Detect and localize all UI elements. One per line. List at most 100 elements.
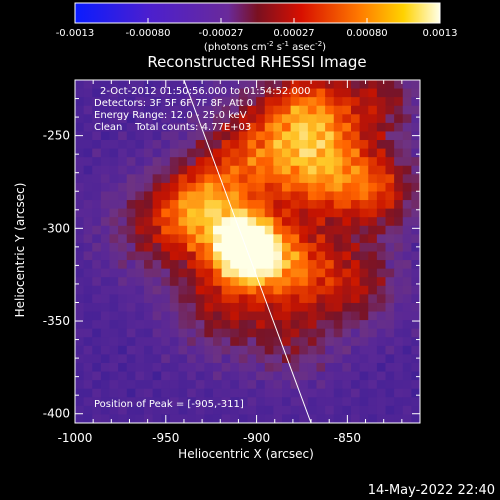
heatmap-cell (169, 311, 180, 321)
heatmap-cell (126, 320, 136, 330)
heatmap-cell (316, 165, 326, 175)
heatmap-cell (221, 208, 231, 218)
heatmap-cell (126, 131, 136, 141)
heatmap-cell (376, 320, 387, 330)
heatmap-cell (126, 105, 136, 115)
heatmap-cell (299, 191, 309, 201)
heatmap-cell (152, 80, 162, 90)
heatmap-cell (376, 414, 387, 423)
heatmap-cell (83, 242, 93, 253)
heatmap-cell (238, 405, 249, 416)
heatmap-cell (256, 97, 266, 107)
heatmap-cell (394, 251, 404, 261)
heatmap-cell (256, 217, 266, 227)
heatmap-cell (221, 397, 231, 407)
x-tick-label: -1000 (58, 431, 93, 445)
heatmap-cell (264, 114, 274, 124)
heatmap-cell (204, 157, 214, 167)
heatmap-cell (100, 345, 111, 355)
heatmap-cell (299, 414, 309, 423)
heatmap-cell (411, 80, 420, 90)
heatmap-cell (368, 405, 378, 416)
heatmap-cell (264, 354, 274, 364)
heatmap-cell (342, 320, 352, 330)
heatmap-cell (213, 285, 223, 295)
heatmap-cell (411, 148, 420, 158)
heatmap-cell (282, 208, 292, 218)
heatmap-cell (351, 242, 361, 253)
heatmap-cell (290, 362, 300, 373)
heatmap-cell (118, 131, 128, 141)
heatmap-cell (402, 131, 412, 141)
heatmap-cell (394, 80, 404, 90)
heatmap-cell (273, 148, 283, 158)
heatmap-cell (152, 165, 162, 175)
heatmap-cell (213, 148, 223, 158)
heatmap-cell (256, 148, 266, 158)
heatmap-cell (195, 182, 205, 193)
heatmap-cell (144, 251, 154, 261)
heatmap-cell (230, 88, 240, 98)
heatmap-cell (135, 260, 145, 270)
heatmap-cell (394, 122, 404, 133)
heatmap-cell (195, 208, 205, 218)
heatmap-cell (144, 388, 154, 398)
heatmap-cell (144, 320, 154, 330)
heatmap-cell (152, 114, 162, 124)
heatmap-cell (351, 388, 361, 398)
heatmap-cell (282, 242, 292, 253)
heatmap-cell (126, 397, 136, 407)
heatmap-cell (161, 302, 171, 313)
heatmap-cell (290, 105, 300, 115)
heatmap-cell (307, 294, 318, 304)
heatmap-cell (152, 97, 162, 107)
heatmap-cell (282, 217, 292, 227)
heatmap-cell (402, 165, 412, 175)
heatmap-cell (316, 277, 326, 287)
heatmap-cell (152, 328, 162, 338)
heatmap-cell (325, 268, 335, 278)
heatmap-cell (316, 97, 326, 107)
heatmap-cell (221, 114, 231, 124)
heatmap-cell (204, 294, 214, 304)
heatmap-cell (100, 251, 111, 261)
heatmap-cell (342, 388, 352, 398)
heatmap-cell (169, 174, 180, 184)
heatmap-cell (351, 182, 361, 193)
heatmap-cell (402, 88, 412, 98)
heatmap-cell (161, 217, 171, 227)
heatmap-cell (135, 345, 145, 355)
heatmap-cell (161, 388, 171, 398)
heatmap-cell (152, 208, 162, 218)
heatmap-cell (307, 242, 318, 253)
heatmap-cell (109, 217, 119, 227)
heatmap-cell (256, 371, 266, 381)
heatmap-cell (273, 414, 283, 423)
heatmap-cell (299, 97, 309, 107)
heatmap-cell (264, 191, 274, 201)
heatmap-cell (204, 337, 214, 347)
heatmap-cell (109, 302, 119, 313)
heatmap-cell (256, 277, 266, 287)
heatmap-cell (100, 131, 111, 141)
heatmap-cell (342, 328, 352, 338)
heatmap-cell (342, 380, 352, 390)
heatmap-cell (368, 362, 378, 373)
heatmap-cell (152, 140, 162, 150)
heatmap-cell (351, 302, 361, 313)
heatmap-cell (126, 157, 136, 167)
heatmap-cell (394, 397, 404, 407)
heatmap-cell (290, 200, 300, 210)
heatmap-cell (256, 260, 266, 270)
heatmap-cell (230, 277, 240, 287)
heatmap-cell (187, 405, 197, 416)
heatmap-cell (144, 294, 154, 304)
heatmap-cell (126, 225, 136, 235)
heatmap-cell (238, 242, 249, 253)
heatmap-cell (92, 80, 102, 90)
heatmap-cell (307, 114, 318, 124)
heatmap-cell (385, 122, 395, 133)
heatmap-cell (126, 277, 136, 287)
heatmap-cell (333, 328, 343, 338)
heatmap-cell (376, 97, 387, 107)
